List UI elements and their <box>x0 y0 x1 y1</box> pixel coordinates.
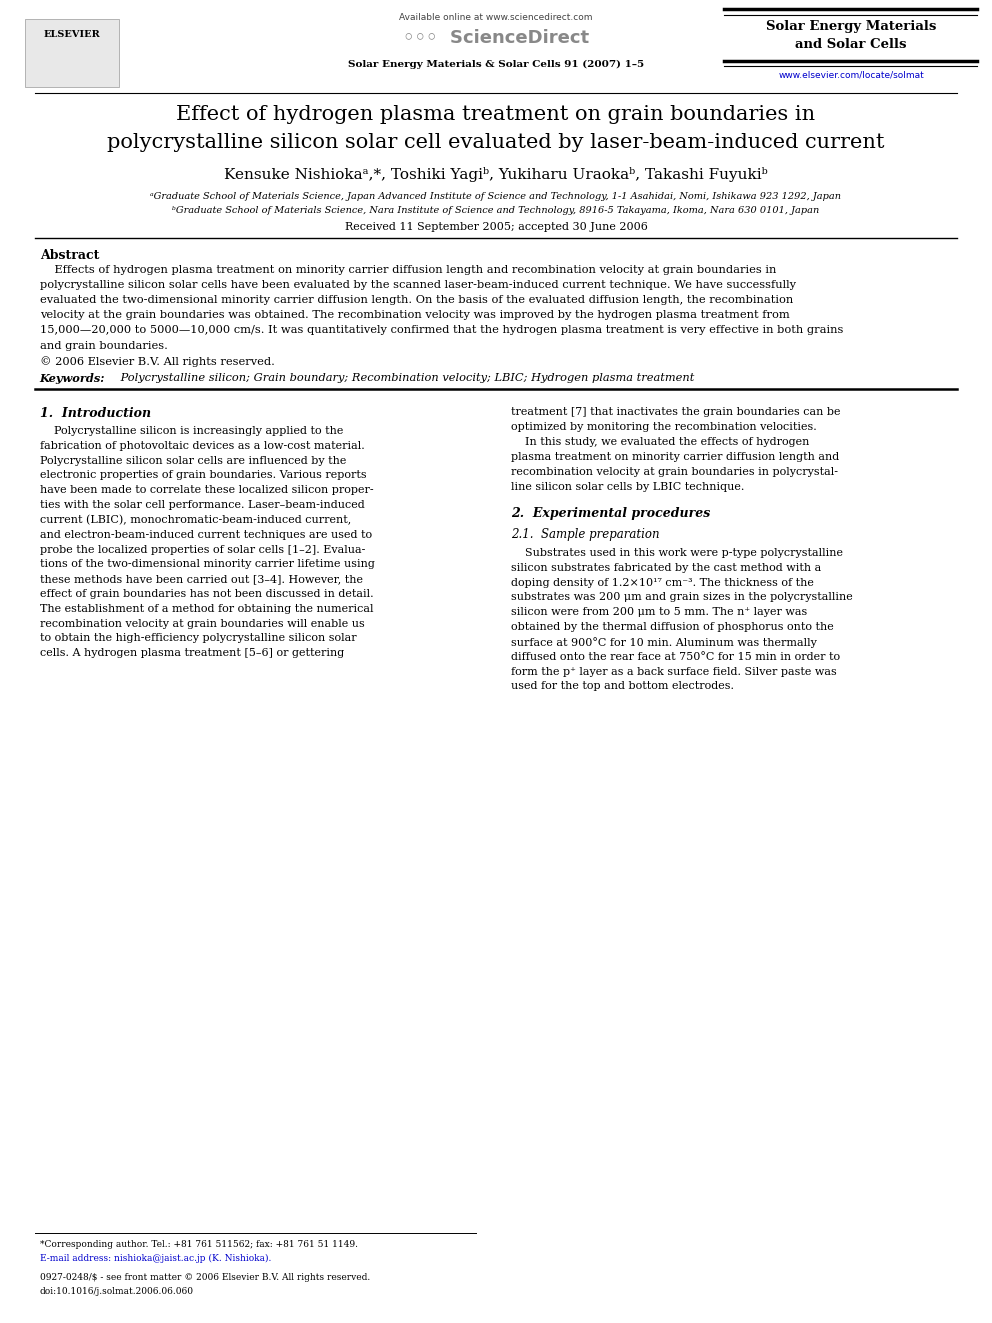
Text: effect of grain boundaries has not been discussed in detail.: effect of grain boundaries has not been … <box>40 589 373 599</box>
Text: to obtain the high-efficiency polycrystalline silicon solar: to obtain the high-efficiency polycrysta… <box>40 634 356 643</box>
Text: *Corresponding author. Tel.: +81 761 511562; fax: +81 761 51 1149.: *Corresponding author. Tel.: +81 761 511… <box>40 1240 358 1249</box>
Text: current (LBIC), monochromatic-beam-induced current,: current (LBIC), monochromatic-beam-induc… <box>40 515 351 525</box>
Text: Available online at www.sciencedirect.com: Available online at www.sciencedirect.co… <box>399 13 593 22</box>
Text: www.elsevier.com/locate/solmat: www.elsevier.com/locate/solmat <box>779 70 924 79</box>
Text: The establishment of a method for obtaining the numerical: The establishment of a method for obtain… <box>40 603 373 614</box>
Text: Abstract: Abstract <box>40 249 99 262</box>
Text: 15,000—20,000 to 5000—10,000 cm/s. It was quantitatively confirmed that the hydr: 15,000—20,000 to 5000—10,000 cm/s. It wa… <box>40 325 843 336</box>
Text: doi:10.1016/j.solmat.2006.06.060: doi:10.1016/j.solmat.2006.06.060 <box>40 1287 193 1297</box>
Text: and grain boundaries.: and grain boundaries. <box>40 340 168 351</box>
Text: surface at 900°C for 10 min. Aluminum was thermally: surface at 900°C for 10 min. Aluminum wa… <box>511 636 816 648</box>
Text: Solar Energy Materials & Solar Cells 91 (2007) 1–5: Solar Energy Materials & Solar Cells 91 … <box>348 60 644 69</box>
Text: cells. A hydrogen plasma treatment [5–6] or gettering: cells. A hydrogen plasma treatment [5–6]… <box>40 648 344 659</box>
Text: substrates was 200 μm and grain sizes in the polycrystalline: substrates was 200 μm and grain sizes in… <box>511 593 853 602</box>
Text: ᵇGraduate School of Materials Science, Nara Institute of Science and Technology,: ᵇGraduate School of Materials Science, N… <box>173 206 819 216</box>
Text: silicon substrates fabricated by the cast method with a: silicon substrates fabricated by the cas… <box>511 562 821 573</box>
Text: have been made to correlate these localized silicon proper-: have been made to correlate these locali… <box>40 486 373 495</box>
Text: obtained by the thermal diffusion of phosphorus onto the: obtained by the thermal diffusion of pho… <box>511 622 833 632</box>
Text: ELSEVIER: ELSEVIER <box>43 30 100 40</box>
Text: Kensuke Nishiokaᵃ,*, Toshiki Yagiᵇ, Yukiharu Uraokaᵇ, Takashi Fuyukiᵇ: Kensuke Nishiokaᵃ,*, Toshiki Yagiᵇ, Yuki… <box>224 167 768 181</box>
Text: ᵃGraduate School of Materials Science, Japan Advanced Institute of Science and T: ᵃGraduate School of Materials Science, J… <box>151 192 841 201</box>
Text: 2.  Experimental procedures: 2. Experimental procedures <box>511 507 710 520</box>
Text: Effects of hydrogen plasma treatment on minority carrier diffusion length and re: Effects of hydrogen plasma treatment on … <box>40 265 776 275</box>
FancyBboxPatch shape <box>25 19 119 87</box>
Text: line silicon solar cells by LBIC technique.: line silicon solar cells by LBIC techniq… <box>511 482 744 492</box>
Text: treatment [7] that inactivates the grain boundaries can be: treatment [7] that inactivates the grain… <box>511 407 840 418</box>
Text: probe the localized properties of solar cells [1–2]. Evalua-: probe the localized properties of solar … <box>40 545 365 554</box>
Text: Effect of hydrogen plasma treatment on grain boundaries in
polycrystalline silic: Effect of hydrogen plasma treatment on g… <box>107 105 885 152</box>
Text: tions of the two-dimensional minority carrier lifetime using: tions of the two-dimensional minority ca… <box>40 560 375 569</box>
Text: these methods have been carried out [3–4]. However, the: these methods have been carried out [3–4… <box>40 574 363 585</box>
Text: fabrication of photovoltaic devices as a low-cost material.: fabrication of photovoltaic devices as a… <box>40 441 364 451</box>
Text: recombination velocity at grain boundaries will enable us: recombination velocity at grain boundari… <box>40 619 364 628</box>
Text: Solar Energy Materials
and Solar Cells: Solar Energy Materials and Solar Cells <box>766 20 936 50</box>
Text: Polycrystalline silicon is increasingly applied to the: Polycrystalline silicon is increasingly … <box>40 426 343 437</box>
Text: E-mail address: nishioka@jaist.ac.jp (K. Nishioka).: E-mail address: nishioka@jaist.ac.jp (K.… <box>40 1254 271 1263</box>
Text: ◦◦◦  ScienceDirect: ◦◦◦ ScienceDirect <box>403 29 589 48</box>
Text: diffused onto the rear face at 750°C for 15 min in order to: diffused onto the rear face at 750°C for… <box>511 652 840 662</box>
Text: In this study, we evaluated the effects of hydrogen: In this study, we evaluated the effects … <box>511 437 809 447</box>
Text: Substrates used in this work were p-type polycrystalline: Substrates used in this work were p-type… <box>511 548 843 558</box>
Text: Keywords:: Keywords: <box>40 373 105 384</box>
Text: Polycrystalline silicon solar cells are influenced by the: Polycrystalline silicon solar cells are … <box>40 455 346 466</box>
Text: used for the top and bottom electrodes.: used for the top and bottom electrodes. <box>511 681 734 692</box>
Text: silicon were from 200 μm to 5 mm. The n⁺ layer was: silicon were from 200 μm to 5 mm. The n⁺… <box>511 607 807 618</box>
Text: and electron-beam-induced current techniques are used to: and electron-beam-induced current techni… <box>40 529 372 540</box>
Text: © 2006 Elsevier B.V. All rights reserved.: © 2006 Elsevier B.V. All rights reserved… <box>40 356 275 366</box>
Text: doping density of 1.2×10¹⁷ cm⁻³. The thickness of the: doping density of 1.2×10¹⁷ cm⁻³. The thi… <box>511 578 813 587</box>
Text: Received 11 September 2005; accepted 30 June 2006: Received 11 September 2005; accepted 30 … <box>344 222 648 233</box>
Text: Polycrystalline silicon; Grain boundary; Recombination velocity; LBIC; Hydrogen : Polycrystalline silicon; Grain boundary;… <box>117 373 694 384</box>
Text: 2.1.  Sample preparation: 2.1. Sample preparation <box>511 528 660 541</box>
Text: form the p⁺ layer as a back surface field. Silver paste was: form the p⁺ layer as a back surface fiel… <box>511 667 836 676</box>
Text: electronic properties of grain boundaries. Various reports: electronic properties of grain boundarie… <box>40 471 366 480</box>
Text: plasma treatment on minority carrier diffusion length and: plasma treatment on minority carrier dif… <box>511 452 839 462</box>
Text: recombination velocity at grain boundaries in polycrystal-: recombination velocity at grain boundari… <box>511 467 838 476</box>
Text: ties with the solar cell performance. Laser–beam-induced: ties with the solar cell performance. La… <box>40 500 364 511</box>
Text: optimized by monitoring the recombination velocities.: optimized by monitoring the recombinatio… <box>511 422 816 433</box>
Text: polycrystalline silicon solar cells have been evaluated by the scanned laser-bea: polycrystalline silicon solar cells have… <box>40 279 796 290</box>
Text: velocity at the grain boundaries was obtained. The recombination velocity was im: velocity at the grain boundaries was obt… <box>40 310 790 320</box>
Text: evaluated the two-dimensional minority carrier diffusion length. On the basis of: evaluated the two-dimensional minority c… <box>40 295 793 306</box>
Text: 0927-0248/$ - see front matter © 2006 Elsevier B.V. All rights reserved.: 0927-0248/$ - see front matter © 2006 El… <box>40 1273 370 1282</box>
Text: 1.  Introduction: 1. Introduction <box>40 407 151 421</box>
